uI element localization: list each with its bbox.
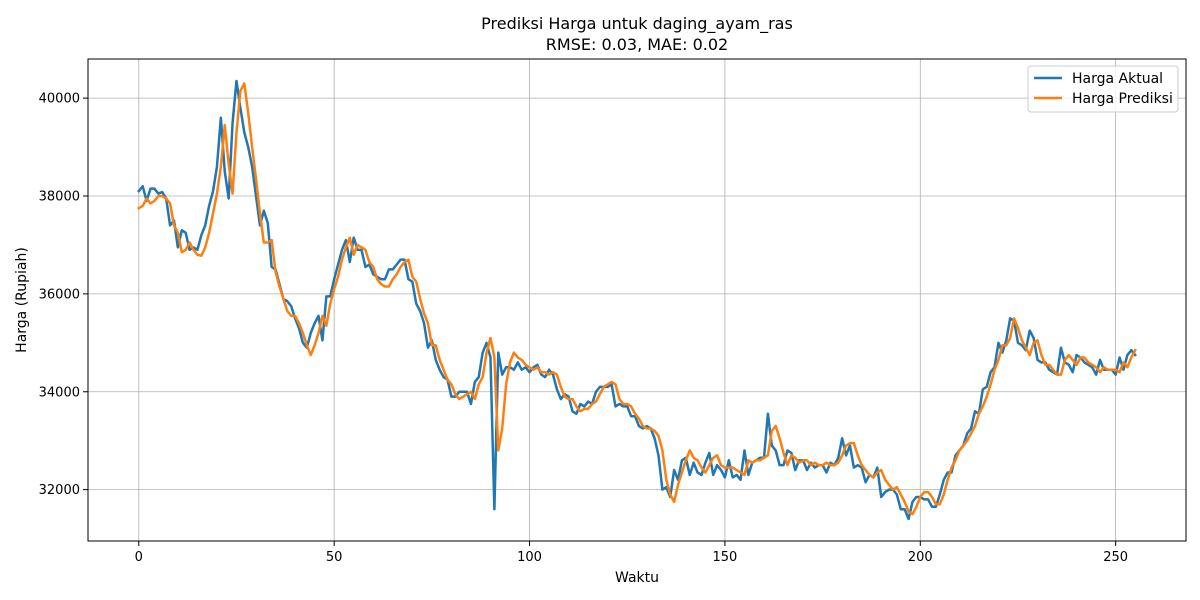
y-tick-label: 32000 [39, 483, 80, 498]
series-line-harga-prediksi [137, 82, 1137, 516]
y-tick-label: 40000 [39, 92, 80, 107]
chart-title: Prediksi Harga untuk daging_ayam_ras [481, 14, 793, 34]
series-line-harga-aktual [137, 79, 1137, 521]
legend-label-harga-prediksi: Harga Prediksi [1072, 91, 1173, 107]
x-axis-label: Waktu [615, 570, 659, 586]
x-tick-label: 150 [713, 550, 738, 565]
x-tick-label: 100 [517, 550, 542, 565]
ticks: 0 50 100 150 200 250 32000 34000 36000 38000 40000 [39, 92, 1128, 565]
chart-subtitle: RMSE: 0.03, MAE: 0.02 [546, 35, 728, 54]
x-tick-label: 250 [1103, 550, 1128, 565]
x-tick-label: 50 [326, 550, 343, 565]
plot-frame [87, 58, 1187, 542]
legend: Harga Aktual Harga Prediksi [1027, 65, 1179, 113]
grid [88, 59, 1186, 541]
y-tick-label: 38000 [39, 190, 80, 205]
y-tick-label: 34000 [39, 385, 80, 400]
series-lines [137, 79, 1137, 521]
y-tick-label: 36000 [39, 287, 80, 302]
y-axis-label: Harga (Rupiah) [14, 247, 30, 353]
x-tick-label: 0 [135, 550, 143, 565]
legend-box [1027, 65, 1179, 113]
legend-label-harga-aktual: Harga Aktual [1072, 71, 1163, 87]
x-tick-label: 200 [908, 550, 933, 565]
